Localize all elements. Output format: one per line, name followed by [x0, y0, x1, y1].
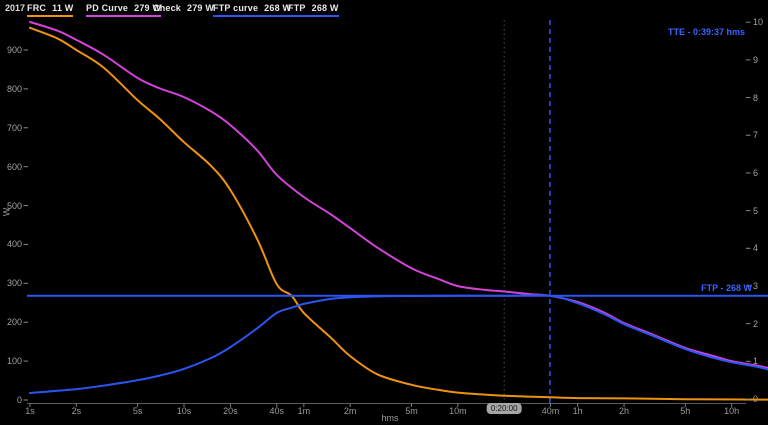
legend-series-name: FTP curve	[213, 3, 259, 13]
y-tick-label-right: 1	[753, 356, 759, 367]
y-tick-label-left: 600	[6, 161, 22, 172]
y-tick-label-left: 900	[6, 45, 22, 55]
series-pd-curve	[29, 21, 768, 369]
legend-series-value: 268 W	[264, 3, 292, 13]
x-tick-label: 10s	[176, 406, 192, 416]
x-tick-label: 5h	[680, 406, 691, 416]
x-tick-label: 2m	[343, 406, 357, 416]
y-tick-label-right: 7	[753, 130, 759, 141]
y-tick-label-left: 0	[16, 395, 22, 405]
x-axis-title: hms	[381, 413, 399, 423]
x-tick-label: 20s	[223, 406, 238, 416]
x-tick-label: 40m	[541, 406, 560, 416]
y-tick-label-right: 6	[753, 167, 759, 178]
x-tick-label: 1s	[25, 406, 35, 416]
y-tick-label-right: 2	[753, 318, 759, 329]
x-tick-label: 5s	[132, 406, 143, 416]
x-tick-label: 2h	[619, 406, 630, 416]
season-year-label: 2017	[5, 3, 26, 13]
legend-item-pd-curve[interactable]: PD Curve 279 W	[86, 3, 162, 17]
y-tick-label-right: 8	[753, 92, 759, 103]
legend-series-name: Check	[153, 3, 182, 13]
y-tick-label-right: 10	[753, 17, 764, 28]
legend-series-value: 279 W	[134, 3, 162, 13]
y-tick-label-left: 800	[6, 83, 22, 94]
series-ftp-curve	[29, 294, 768, 394]
tte-annotation: TTE - 0:39:37 hms	[667, 27, 745, 37]
legend-series-value: 11 W	[52, 3, 74, 13]
x-tick-label: 10m	[449, 406, 467, 416]
legend-item-frc[interactable]: FRC 11 W	[27, 3, 74, 17]
y-tick-label-right: 4	[753, 243, 759, 254]
y-tick-label-right: 5	[753, 205, 759, 216]
legend-series-name: FRC	[27, 3, 47, 13]
x-tick-label: 10h	[724, 406, 740, 416]
ftp-line-annotation: FTP - 268 W	[701, 283, 752, 293]
x-tick-label: 5m	[405, 406, 418, 416]
legend-series-value: 279 W	[187, 3, 215, 13]
legend-series-name: FTP	[288, 3, 306, 13]
legend-series-name: PD Curve	[86, 3, 129, 13]
x-tick-cursor-value[interactable]: 0:20:00	[486, 403, 522, 414]
y-tick-label-left: 500	[6, 200, 22, 211]
y-tick-label-left: 400	[6, 239, 22, 250]
y-tick-label-left: 100	[6, 356, 22, 367]
y-tick-label-left: 200	[6, 317, 22, 328]
y-tick-label-right: 0	[753, 394, 759, 404]
legend-item-check[interactable]: Check 279 W	[153, 3, 214, 15]
x-tick-label: 40s	[269, 406, 284, 416]
series-frc	[29, 26, 768, 401]
legend-item-ftp[interactable]: FTP 268 W	[288, 3, 339, 17]
legend-series-value: 268 W	[311, 3, 339, 13]
y-tick-label-left: 700	[6, 122, 22, 133]
x-tick-label: 1h	[572, 406, 583, 416]
legend-item-ftp-curve[interactable]: FTP curve 268 W	[213, 3, 292, 17]
y-tick-label-right: 9	[753, 54, 759, 65]
y-tick-label-right: 3	[753, 280, 759, 291]
x-tick-label: 1m	[297, 406, 311, 416]
x-tick-label: 2s	[71, 406, 82, 416]
y-tick-label-left: 300	[6, 278, 22, 289]
